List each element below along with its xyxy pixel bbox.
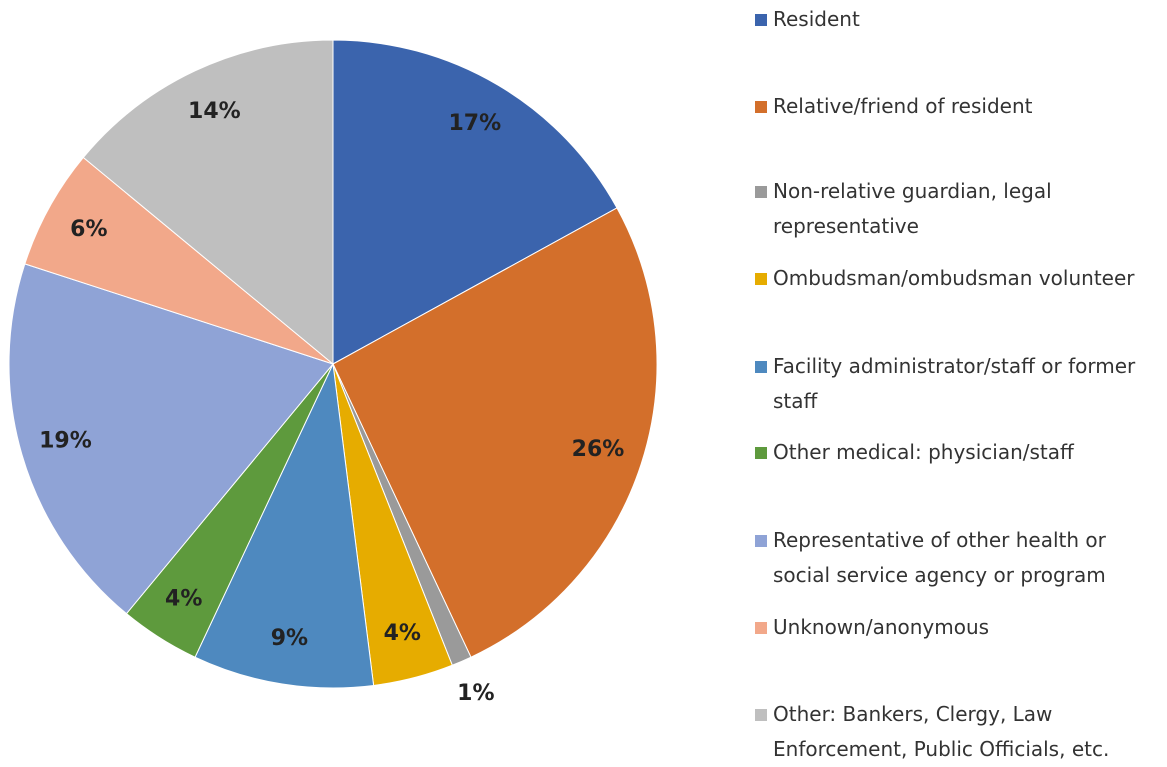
data-label: 14%	[188, 99, 241, 124]
legend-swatch	[755, 622, 767, 634]
legend-label: Unknown/anonymous	[773, 615, 990, 639]
data-label: 1%	[457, 681, 494, 706]
legend-label: Facility administrator/staff or former s…	[773, 354, 1136, 413]
legend-label: Representative of other health or social…	[773, 528, 1106, 587]
legend-item: Non-relative guardian, legal representat…	[755, 174, 1160, 244]
chart: 17% 26% 1% 4% 9% 4% 19% 6% 14%	[8, 39, 658, 706]
data-label: 19%	[39, 429, 92, 454]
legend-label: Other: Bankers, Clergy, Law Enforcement,…	[773, 702, 1110, 761]
data-label: 4%	[165, 586, 202, 611]
data-label: 17%	[449, 111, 502, 136]
data-label: 6%	[70, 217, 107, 242]
legend-swatch	[755, 447, 767, 459]
legend-swatch	[755, 273, 767, 285]
pie-slice	[24, 156, 334, 365]
legend-item: Unknown/anonymous	[755, 610, 1160, 645]
legend-swatch	[755, 14, 767, 26]
legend-swatch	[755, 101, 767, 113]
legend: Resident Relative/friend of resident Non-r…	[755, 0, 1165, 761]
pie-slice	[194, 362, 375, 689]
legend-label: Non-relative guardian, legal representat…	[773, 179, 1052, 238]
legend-item: Representative of other health or social…	[755, 523, 1160, 593]
data-label: 4%	[384, 621, 421, 646]
pie-slice	[332, 207, 658, 658]
legend-item: Facility administrator/staff or former s…	[755, 349, 1160, 419]
legend-swatch	[755, 361, 767, 373]
legend-swatch	[755, 535, 767, 547]
data-label: 26%	[572, 437, 625, 462]
legend-item: Relative/friend of resident	[755, 89, 1160, 124]
legend-item: Ombudsman/ombudsman volunteer	[755, 261, 1160, 296]
legend-item: Other medical: physician/staff	[755, 435, 1160, 470]
legend-label: Relative/friend of resident	[773, 94, 1033, 118]
data-label: 9%	[271, 626, 308, 651]
legend-swatch	[755, 186, 767, 198]
pie-slice	[82, 39, 334, 366]
pie-slice	[8, 263, 334, 615]
legend-swatch	[755, 709, 767, 721]
pie-slice	[332, 39, 618, 365]
legend-item: Other: Bankers, Clergy, Law Enforcement,…	[755, 697, 1160, 767]
legend-label: Ombudsman/ombudsman volunteer	[773, 266, 1135, 290]
legend-label: Resident	[773, 7, 860, 31]
legend-label: Other medical: physician/staff	[773, 440, 1074, 464]
legend-item: Resident	[755, 2, 1160, 37]
